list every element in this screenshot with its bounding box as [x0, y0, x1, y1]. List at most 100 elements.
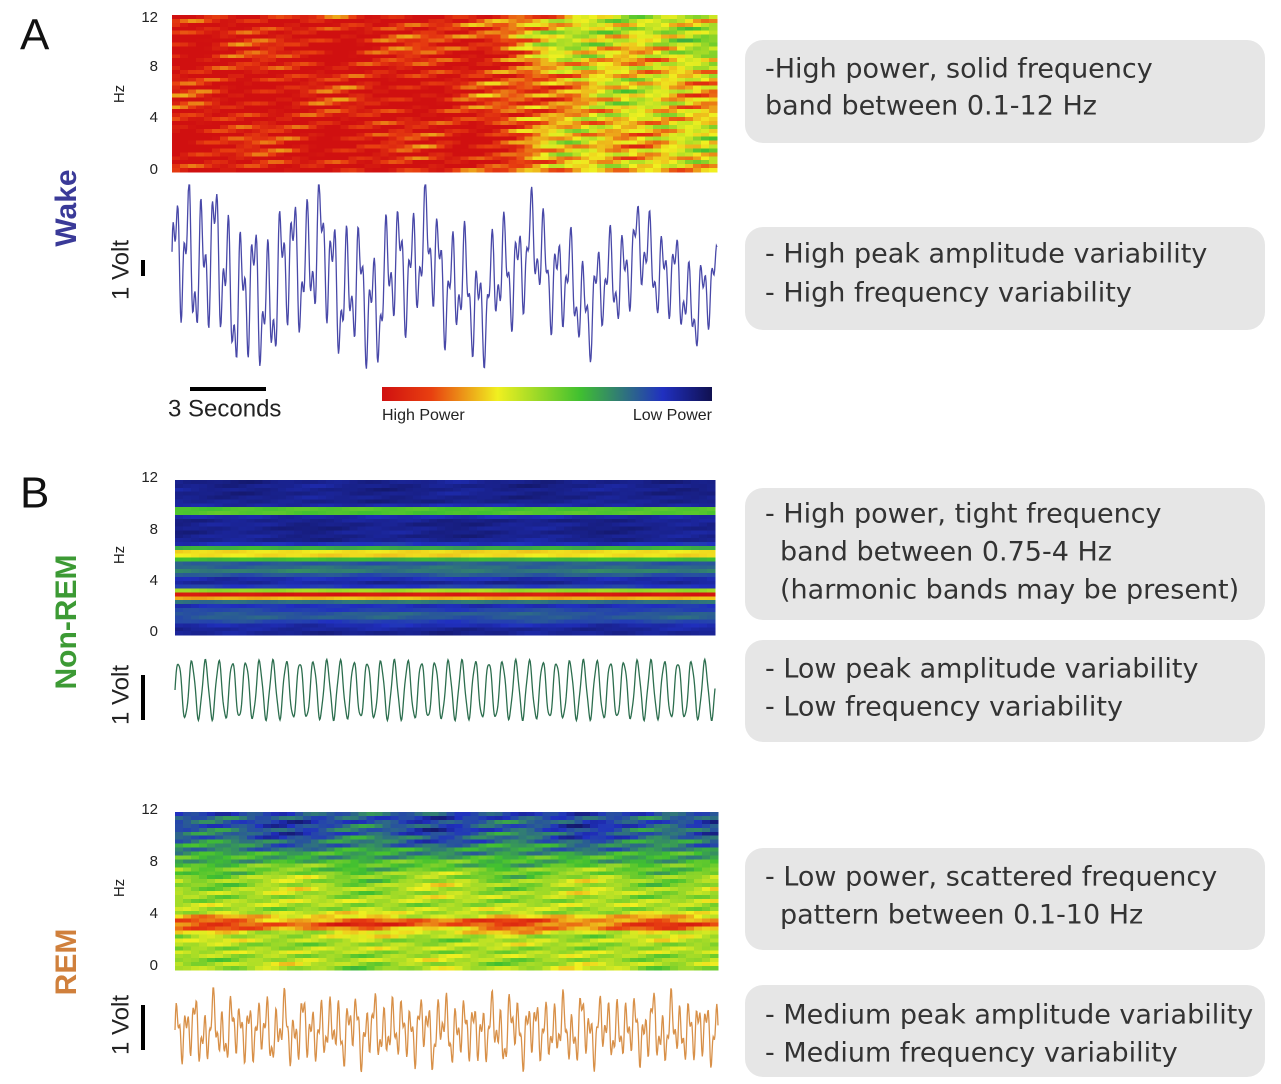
spectrogram-cell [524, 542, 533, 547]
spectrogram-cell [340, 117, 349, 122]
spectrogram-cell [469, 148, 478, 153]
spectrogram-cell [685, 35, 694, 40]
spectrogram-cell [597, 58, 606, 63]
spectrogram-cell [334, 608, 343, 613]
spectrogram-cell [596, 600, 605, 605]
spectrogram-cell [405, 600, 414, 605]
spectrogram-cell [429, 109, 438, 114]
spectrogram-cell [557, 50, 566, 55]
spectrogram-cell [477, 86, 486, 91]
spectrogram-cell [597, 160, 606, 165]
spectrogram-cell [541, 152, 550, 157]
spectrogram-cell [437, 137, 446, 142]
spectrogram-cell [397, 577, 406, 582]
spectrogram-cell [469, 78, 478, 83]
spectrogram-cell [477, 133, 486, 138]
spectrogram-cell [469, 121, 478, 126]
spectrogram-cell [524, 577, 533, 582]
spectrogram-cell [429, 35, 438, 40]
spectrogram-cell [477, 66, 486, 71]
spectrogram-cell [364, 39, 373, 44]
spectrogram-cell [382, 496, 391, 501]
spectrogram-cell [485, 86, 494, 91]
spectrogram-cell [310, 608, 319, 613]
spectrogram-cell [191, 600, 200, 605]
spectrogram-cell [612, 600, 621, 605]
spectrogram-cell [453, 631, 462, 636]
spectrogram-cell [350, 523, 359, 528]
spectrogram-cell [661, 125, 670, 129]
spectrogram-cell [172, 152, 181, 157]
spectrogram-cell [453, 600, 462, 605]
spectrogram-cell [525, 23, 534, 28]
spectrogram-cell [231, 561, 240, 566]
spectrogram-cell [485, 569, 494, 574]
spectrogram-cell [589, 105, 598, 110]
spectrogram-cell [597, 70, 606, 75]
spectrogram-cell [278, 492, 287, 497]
spectrogram-cell [581, 109, 590, 114]
spectrogram-cell [204, 23, 213, 28]
spectrogram-cell [356, 97, 365, 102]
spectrogram-cell [653, 15, 662, 20]
spectrogram-cell [389, 608, 398, 613]
spectrogram-cell [244, 31, 253, 36]
spectrogram-cell [204, 15, 213, 20]
spectrogram-cell [308, 90, 317, 95]
spectrogram-cell [445, 105, 454, 110]
spectrogram-cell [252, 94, 261, 99]
spectrogram-cell [223, 527, 232, 532]
spectrogram-cell [621, 94, 630, 99]
spectrogram-cell [501, 43, 510, 48]
spectrogram-cell [612, 616, 621, 621]
spectrogram-cell [685, 31, 694, 36]
spectrogram-cell [207, 542, 216, 547]
spectrogram-cell [175, 620, 184, 625]
spectrogram-cell [524, 631, 533, 636]
spectrogram-cell [268, 117, 277, 122]
spectrogram-cell [469, 54, 478, 59]
spectrogram-cell [621, 109, 630, 114]
spectrogram-cell [453, 117, 462, 122]
spectrogram-cell [629, 145, 638, 150]
spectrogram-cell [191, 499, 200, 504]
spectrogram-cell [220, 90, 229, 95]
spectrogram-cell [396, 156, 405, 161]
spectrogram-cell [556, 631, 565, 636]
spectrogram-cell [372, 62, 381, 67]
spectrogram-cell [653, 82, 662, 87]
spectrogram-cell [374, 523, 383, 528]
spectrogram-cell [220, 94, 229, 99]
spectrogram-cell [532, 484, 541, 489]
spectrogram-cell [661, 113, 670, 118]
spectrogram-cell [565, 113, 574, 118]
spectrogram-cell [324, 31, 333, 36]
spectrogram-cell [332, 86, 341, 91]
spectrogram-cell [509, 129, 518, 134]
spectrogram-cell [252, 148, 261, 153]
spectrogram-cell [396, 62, 405, 67]
spectrogram-cell [564, 480, 573, 485]
spectrogram-cell [685, 125, 694, 129]
spectrogram-cell [645, 74, 654, 79]
spectrogram-cell [262, 592, 271, 597]
spectrogram-cell [396, 141, 405, 146]
spectrogram-cell [445, 577, 454, 582]
spectrogram-cell [493, 515, 502, 520]
spectrogram-cell [228, 94, 237, 99]
spectrogram-cell [183, 604, 192, 609]
spectrogram-cell [356, 66, 365, 71]
spectrogram-cell [621, 19, 630, 24]
spectrogram-cell [653, 101, 662, 106]
spectrogram-cell [356, 117, 365, 122]
spectrogram-cell [396, 82, 405, 87]
spectrogram-cell [573, 97, 582, 102]
spectrogram-cell [604, 530, 613, 535]
spectrogram-cell [348, 43, 357, 48]
spectrogram-cell [332, 156, 341, 161]
spectrogram-cell [372, 117, 381, 122]
spectrogram-cell [270, 511, 279, 516]
spectrogram-cell [366, 592, 375, 597]
spectrogram-cell [709, 62, 718, 67]
spectrogram-cell [445, 94, 454, 99]
